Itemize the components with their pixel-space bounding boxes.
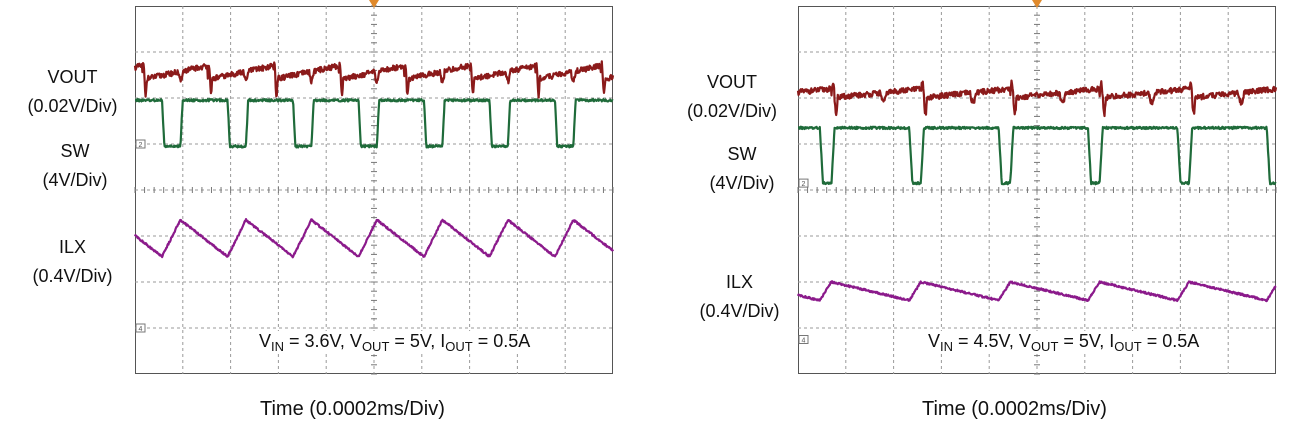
channel-marker-label: 4 — [139, 326, 143, 333]
sw-label-left: SW (4V/Div) — [20, 137, 130, 195]
sw-scale: (4V/Div) — [709, 173, 775, 193]
x-axis-label-left: Time (0.0002ms/Div) — [260, 398, 445, 420]
vin-val: = 3.6V, — [284, 331, 350, 351]
vout-scale: (0.02V/Div) — [686, 101, 778, 121]
iout-val: = 0.5A — [472, 331, 531, 351]
ilx-label-left: ILX (0.4V/Div) — [15, 233, 130, 291]
iout-sub: OUT — [1114, 339, 1142, 354]
vin-name: V — [259, 331, 272, 351]
sw-scale: (4V/Div) — [42, 170, 108, 190]
trigger-marker-icon — [1032, 0, 1042, 8]
ilx-scale: (0.4V/Div) — [32, 266, 113, 286]
vin-sub: IN — [940, 339, 954, 354]
vin-name: V — [928, 331, 941, 351]
channel-marker-label: 4 — [802, 338, 806, 345]
vout-cond-name: V — [1018, 331, 1031, 351]
ilx-label-right: ILX (0.4V/Div) — [682, 268, 797, 326]
channel-marker-icon — [798, 335, 809, 344]
scope-plot-left: 24 — [133, 0, 615, 375]
trace-ilx — [796, 280, 1277, 303]
vout-scale: (0.02V/Div) — [27, 96, 118, 116]
sw-name: SW — [727, 144, 757, 164]
ilx-name: ILX — [725, 272, 754, 292]
vout-label-right: VOUT (0.02V/Div) — [672, 68, 792, 126]
trace-sw — [797, 125, 1277, 186]
condition-text-right: VIN = 4.5V, VOUT = 5V, IOUT = 0.5A — [926, 331, 1202, 354]
x-axis-label-right: Time (0.0002ms/Div) — [922, 398, 1107, 420]
vout-cond-val: = 5V, — [389, 331, 441, 351]
scope-panel-left: VOUT (0.02V/Div) SW (4V/Div) ILX (0.4V/D… — [10, 0, 615, 420]
iout-name: I — [1109, 331, 1115, 351]
vout-cond-sub: OUT — [1030, 339, 1059, 354]
vout-cond-val: = 5V, — [1058, 331, 1110, 351]
vout-cond-name: V — [349, 331, 362, 351]
vin-sub: IN — [271, 339, 285, 354]
trace-ilx — [133, 218, 614, 259]
iout-name: I — [440, 331, 446, 351]
trace-vout — [133, 60, 615, 99]
vout-name: VOUT — [706, 72, 757, 92]
channel-marker-icon — [135, 139, 146, 149]
ilx-scale: (0.4V/Div) — [699, 301, 780, 321]
iout-val: = 0.5A — [1141, 331, 1200, 351]
iout-sub: OUT — [445, 339, 473, 354]
condition-text-left: VIN = 3.6V, VOUT = 5V, IOUT = 0.5A — [257, 331, 533, 354]
channel-marker-icon — [798, 178, 809, 188]
vout-cond-sub: OUT — [361, 339, 390, 354]
sw-label-right: SW (4V/Div) — [687, 140, 797, 198]
scope-panel-right: VOUT (0.02V/Div) SW (4V/Div) ILX (0.4V/D… — [647, 0, 1294, 438]
scope-plot-right: 24 — [796, 0, 1278, 375]
sw-name: SW — [60, 141, 90, 161]
trace-vout — [796, 79, 1278, 118]
trigger-marker-icon — [369, 0, 379, 8]
channel-marker-label: 2 — [139, 142, 143, 149]
vin-val: = 4.5V, — [953, 331, 1019, 351]
channel-marker-icon — [135, 323, 146, 333]
vout-name: VOUT — [47, 67, 98, 87]
vout-label-left: VOUT (0.02V/Div) — [10, 63, 135, 121]
trace-sw — [134, 98, 614, 149]
channel-marker-label: 2 — [802, 181, 806, 188]
ilx-name: ILX — [58, 237, 87, 257]
